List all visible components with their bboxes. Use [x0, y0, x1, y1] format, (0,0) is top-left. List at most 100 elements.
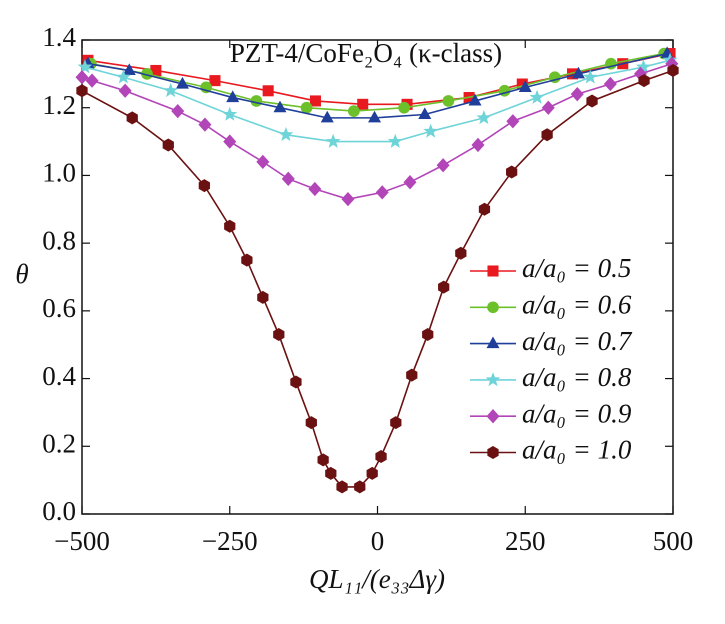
- marker: [226, 90, 240, 103]
- legend-label: a/a₀ = 0.5: [522, 253, 631, 283]
- y-tick-label: 0.2: [42, 428, 76, 458]
- y-tick-label: 1.0: [42, 158, 76, 188]
- marker: [317, 453, 329, 467]
- marker: [667, 63, 679, 77]
- marker: [300, 101, 313, 114]
- marker: [305, 416, 317, 430]
- marker: [582, 69, 598, 84]
- marker: [278, 127, 294, 142]
- marker: [224, 219, 236, 233]
- marker: [325, 466, 337, 480]
- marker: [357, 98, 369, 110]
- x-axis-label: QL₁₁/(e₃₃Δγ): [309, 564, 445, 594]
- marker: [309, 95, 321, 107]
- marker: [241, 253, 253, 267]
- x-tick-label: −500: [54, 526, 110, 556]
- series-line: [81, 62, 673, 200]
- marker: [290, 375, 302, 389]
- marker: [175, 76, 189, 89]
- marker: [438, 280, 450, 294]
- marker: [162, 138, 174, 152]
- marker: [77, 59, 93, 74]
- marker: [366, 466, 378, 480]
- marker: [320, 110, 334, 123]
- x-tick-label: 250: [505, 526, 546, 556]
- marker: [471, 137, 485, 153]
- marker: [122, 63, 136, 76]
- x-tick-label: 0: [371, 526, 385, 556]
- marker: [354, 480, 366, 494]
- legend-marker: [486, 409, 500, 424]
- series-line: [90, 52, 665, 112]
- legend-marker: [486, 336, 500, 349]
- marker: [223, 134, 237, 149]
- marker: [325, 133, 341, 148]
- marker: [571, 66, 585, 79]
- marker: [422, 328, 434, 342]
- marker: [636, 59, 651, 74]
- marker: [341, 191, 355, 207]
- marker: [541, 128, 553, 142]
- marker: [85, 73, 99, 88]
- legend-label: a/a₀ = 0.8: [522, 362, 632, 392]
- marker: [476, 110, 492, 125]
- marker: [390, 416, 402, 430]
- marker: [529, 89, 545, 104]
- marker: [638, 74, 650, 88]
- y-axis-label: θ: [15, 259, 28, 289]
- marker: [222, 106, 238, 121]
- marker: [541, 100, 555, 115]
- marker: [348, 105, 360, 117]
- series-line: [87, 52, 668, 119]
- marker: [603, 76, 617, 92]
- marker: [665, 56, 679, 71]
- marker: [506, 165, 518, 179]
- legend-marker: [487, 446, 499, 459]
- x-tick-label: 500: [653, 526, 694, 556]
- marker: [273, 328, 285, 342]
- marker: [308, 181, 322, 197]
- marker: [506, 114, 520, 129]
- marker: [198, 179, 210, 193]
- marker: [163, 82, 179, 98]
- marker: [126, 111, 138, 125]
- marker: [75, 70, 89, 85]
- legend-label: a/a₀ = 0.6: [522, 290, 632, 320]
- marker: [570, 87, 584, 102]
- y-tick-label: 0.0: [42, 496, 76, 526]
- marker: [171, 103, 185, 119]
- marker: [336, 480, 348, 494]
- chart-title: PZT-4/CoFe₂O₄ (κ-class): [230, 38, 502, 68]
- y-tick-label: 0.6: [42, 293, 76, 323]
- marker: [468, 93, 482, 106]
- marker: [368, 110, 382, 123]
- y-tick-label: 1.2: [42, 90, 76, 120]
- marker: [141, 68, 153, 80]
- y-tick-label: 0.8: [42, 225, 76, 255]
- marker: [76, 84, 88, 98]
- legend-label: a/a₀ = 0.9: [522, 398, 632, 428]
- marker: [281, 171, 295, 186]
- marker: [478, 202, 491, 216]
- marker: [273, 100, 287, 113]
- marker: [398, 101, 410, 114]
- marker: [418, 107, 432, 120]
- marker: [423, 123, 439, 138]
- y-tick-label: 0.4: [42, 361, 76, 391]
- marker: [586, 94, 598, 108]
- marker: [436, 158, 450, 173]
- legend-marker: [487, 301, 499, 314]
- marker: [633, 66, 647, 82]
- marker: [256, 154, 270, 170]
- marker: [115, 69, 131, 84]
- legend-label: a/a₀ = 0.7: [522, 326, 633, 356]
- marker: [442, 95, 455, 107]
- marker: [455, 246, 467, 260]
- marker: [375, 449, 387, 463]
- legend-marker: [485, 372, 501, 387]
- legend-label: a/a₀ = 1.0: [522, 435, 632, 465]
- marker: [375, 185, 389, 200]
- marker: [403, 175, 417, 190]
- x-tick-label: −250: [202, 526, 258, 556]
